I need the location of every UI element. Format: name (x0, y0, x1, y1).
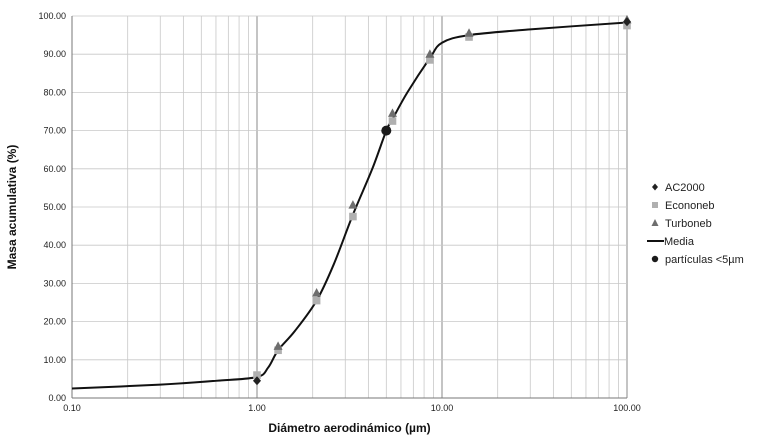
data-point-econoneb (274, 346, 282, 355)
data-point-ac2000 (623, 17, 631, 27)
data-point-econoneb (253, 371, 261, 379)
y-tick-label: 50.00 (43, 202, 66, 212)
y-tick-label: 80.00 (43, 87, 66, 97)
legend-swatch-econoneb (652, 202, 658, 208)
data-point-ac2000 (253, 376, 261, 386)
data-point-econoneb (465, 33, 473, 41)
legend-label-ac2000: AC2000 (665, 182, 705, 194)
data-point-econoneb (426, 56, 434, 64)
x-tick-label: 1.00 (248, 403, 266, 413)
data-point-turboneb (348, 200, 358, 209)
legend-swatch-ac2000 (652, 183, 658, 191)
data-point-econoneb (349, 212, 357, 221)
x-axis-label: Diámetro aerodinámico (µm) (268, 421, 430, 435)
legend-label-econoneb: Econoneb (665, 200, 715, 212)
y-tick-label: 40.00 (43, 240, 66, 250)
y-tick-label: 0.00 (48, 393, 66, 403)
legend-label-turboneb: Turboneb (665, 218, 712, 230)
data-point-turboneb (387, 108, 397, 117)
data-point-turboneb (464, 28, 474, 37)
data-point-turboneb (312, 287, 322, 297)
axes (71, 16, 627, 399)
plot-area (71, 14, 632, 390)
legend-swatch-turboneb (651, 219, 659, 226)
y-tick-label: 100.00 (38, 11, 66, 21)
y-axis-label: Masa acumulativa (%) (5, 145, 19, 270)
x-tick-label: 0.10 (63, 403, 81, 413)
series-line-media (71, 21, 628, 390)
x-tick-label: 10.00 (431, 403, 454, 413)
y-tick-label: 70.00 (43, 126, 66, 136)
y-tick-label: 90.00 (43, 49, 66, 59)
y-tick-labels: 0.00 10.00 20.00 30.00 40.00 50.00 60.00 70.00 8… (38, 11, 66, 403)
grid (71, 15, 628, 398)
y-tick-label: 10.00 (43, 355, 66, 365)
legend-swatch-part-culas-5-m (651, 255, 659, 263)
y-tick-label: 60.00 (43, 164, 66, 174)
y-tick-label: 30.00 (43, 278, 66, 288)
data-point-econoneb (312, 296, 321, 305)
data-point-econoneb (388, 117, 397, 125)
legend-label-media: Media (664, 236, 695, 248)
legend: AC2000 Econoneb Turboneb Media partículas <5… (647, 182, 744, 266)
legend-label-part-culas-5-m: partículas <5µm (665, 254, 744, 266)
x-tick-label: 100.00 (613, 403, 641, 413)
x-tick-labels: 0.10 1.00 10.00 100.00 (63, 403, 641, 413)
data-point-turboneb (425, 49, 435, 58)
data-point-turboneb (273, 341, 283, 350)
data-point-part-culas-5-m (381, 125, 392, 136)
y-tick-label: 20.00 (43, 317, 66, 327)
